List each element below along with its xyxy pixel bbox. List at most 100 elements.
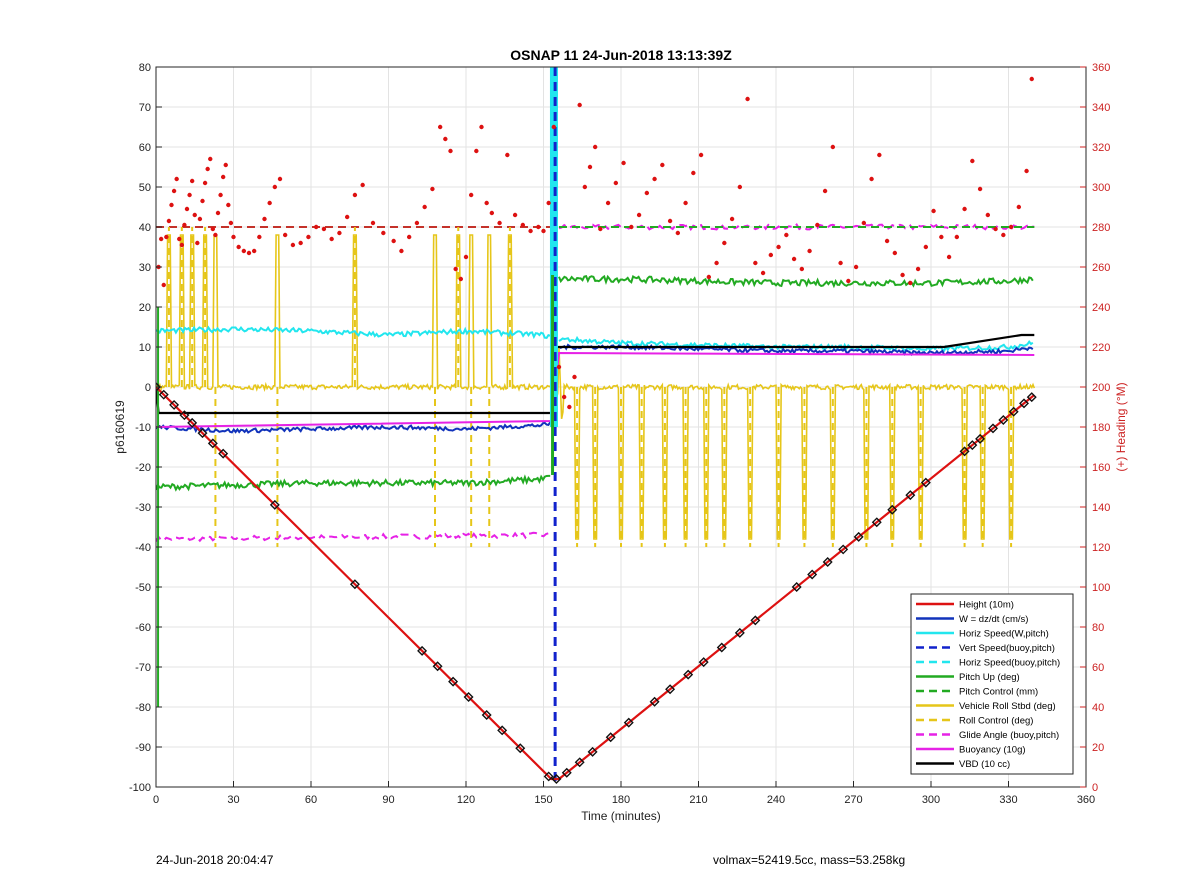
- height-marker: [920, 477, 931, 488]
- heading-point: [737, 184, 743, 190]
- height-marker: [156, 382, 161, 392]
- heading-point: [468, 192, 474, 198]
- heading-point: [729, 216, 735, 222]
- y-tick-label-right: 280: [1092, 222, 1110, 234]
- height-marker: [649, 696, 660, 707]
- height-marker: [698, 657, 709, 668]
- height-marker: [853, 531, 864, 542]
- y-tick-label-left: 80: [139, 62, 151, 74]
- heading-point: [815, 222, 820, 228]
- y-tick-label-right: 200: [1092, 382, 1110, 394]
- x-tick-label: 120: [457, 794, 475, 806]
- height-marker: [218, 448, 229, 459]
- x-tick-label: 360: [1077, 794, 1095, 806]
- heading-point: [241, 248, 247, 254]
- x-tick-label: 330: [999, 794, 1017, 806]
- heading-point: [652, 176, 657, 182]
- axis-ticks: 0 30 60 90 120 150 180 210 240 270 300 330 360-100-9…: [129, 62, 1110, 806]
- heading-point: [197, 216, 203, 222]
- heading-point: [463, 254, 469, 260]
- x-tick-label: 150: [534, 794, 552, 806]
- y-tick-label-right: 360: [1092, 62, 1110, 74]
- heading-point: [567, 404, 572, 410]
- height-marker: [734, 627, 745, 638]
- heading-point: [536, 224, 541, 230]
- heading-point: [621, 160, 626, 166]
- heading-point: [220, 174, 226, 180]
- heading-point: [582, 184, 588, 190]
- heading-point: [541, 228, 546, 234]
- heading-point: [228, 220, 234, 226]
- heading-point: [164, 234, 169, 240]
- heading-point: [977, 186, 983, 192]
- heading-point: [923, 244, 929, 250]
- legend-label: Buoyancy (10g): [959, 745, 1026, 756]
- y-tick-label-left: 40: [139, 222, 151, 234]
- y-tick-label-right: 180: [1092, 422, 1110, 434]
- heading-point: [714, 260, 719, 266]
- y-tick-label-right: 140: [1092, 502, 1110, 514]
- height-marker: [417, 645, 428, 656]
- height-marker: [959, 446, 970, 457]
- heading-point: [344, 214, 350, 220]
- y-tick-label-right: 320: [1092, 142, 1110, 154]
- heading-point: [1029, 76, 1034, 82]
- heading-point: [290, 242, 296, 248]
- heading-point: [189, 178, 195, 184]
- height-marker: [1026, 392, 1037, 403]
- heading-point: [853, 264, 859, 270]
- y-tick-label-right: 120: [1092, 542, 1110, 554]
- heading-point: [484, 200, 489, 206]
- y-tick-label-right: 300: [1092, 182, 1110, 194]
- heading-point: [892, 250, 898, 256]
- heading-point: [166, 218, 172, 224]
- w-dive-line: [156, 421, 552, 434]
- y-tick-label-right: 100: [1092, 582, 1110, 594]
- legend-label: Vert Speed(buoy,pitch): [959, 643, 1055, 654]
- heading-point: [722, 240, 727, 246]
- y-tick-label-left: 60: [139, 142, 151, 154]
- y-tick-label-right: 20: [1092, 742, 1104, 754]
- heading-point: [169, 202, 174, 208]
- heading-point: [877, 152, 882, 158]
- y-tick-label-left: -60: [135, 622, 151, 634]
- heading-point: [187, 192, 192, 198]
- y-tick-label-right: 240: [1092, 302, 1110, 314]
- height-markers: [156, 382, 1037, 784]
- y-tick-label-right: 260: [1092, 262, 1110, 274]
- height-marker: [998, 415, 1009, 426]
- x-tick-label: 30: [227, 794, 239, 806]
- pitch-up-dive-line: [156, 474, 551, 492]
- height-marker: [197, 428, 208, 439]
- height-marker: [158, 389, 169, 400]
- heading-point: [177, 236, 182, 242]
- heading-point: [698, 152, 704, 158]
- heading-point: [352, 192, 358, 198]
- heading-point: [546, 200, 551, 206]
- x-tick-label: 90: [382, 794, 394, 806]
- heading-point: [846, 278, 851, 284]
- y-tick-label-right: 340: [1092, 102, 1110, 114]
- heading-point: [776, 244, 781, 250]
- heading-point: [313, 224, 319, 230]
- heading-point: [915, 266, 921, 272]
- height-marker: [349, 579, 360, 590]
- heading-point: [218, 192, 223, 198]
- heading-point: [760, 270, 766, 276]
- x-tick-label: 300: [922, 794, 940, 806]
- heading-point: [838, 260, 843, 266]
- legend-label: Horiz Speed(W,pitch): [959, 629, 1049, 640]
- heading-point: [195, 240, 200, 246]
- height-marker: [967, 440, 978, 451]
- y-tick-label-left: -10: [135, 422, 151, 434]
- heading-point: [437, 124, 443, 130]
- heading-point: [706, 274, 712, 280]
- heading-point: [985, 212, 991, 218]
- heading-point: [277, 176, 283, 182]
- y-axis-label-left: p6160619: [113, 400, 127, 454]
- height-marker: [179, 410, 190, 421]
- y-tick-label-left: -100: [129, 782, 151, 794]
- heading-point: [807, 248, 812, 254]
- heading-point: [174, 176, 179, 182]
- heading-point: [184, 206, 190, 212]
